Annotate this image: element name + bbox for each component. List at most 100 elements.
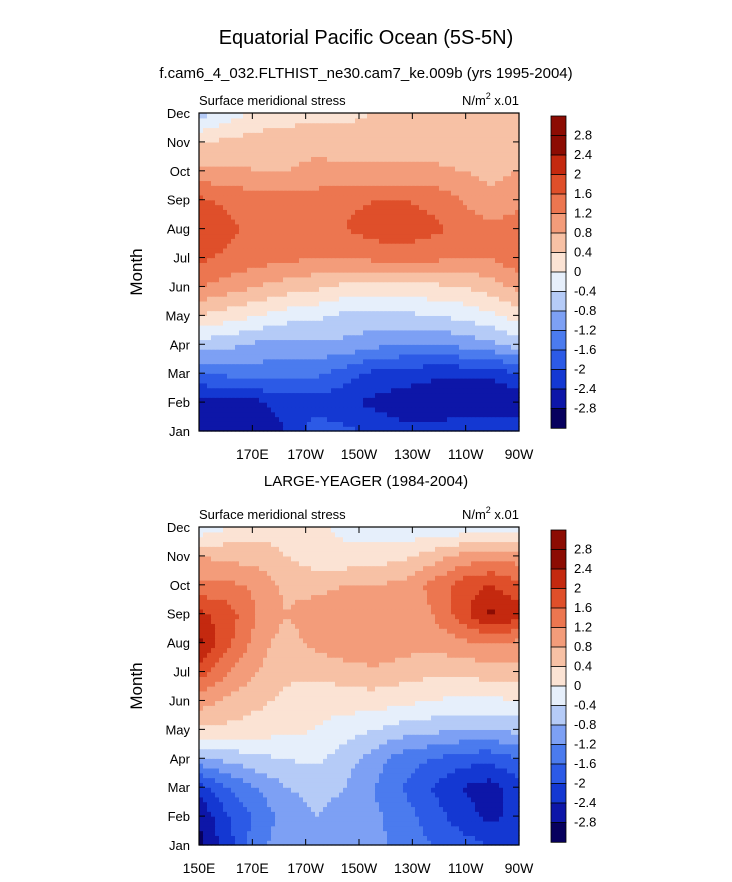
contour-cell — [223, 190, 228, 196]
contour-cell — [507, 146, 512, 153]
contour-cell — [487, 358, 492, 365]
contour-cell — [375, 204, 380, 210]
contour-cell — [331, 257, 336, 263]
contour-cell — [263, 156, 268, 162]
contour-cell — [439, 310, 444, 316]
contour-cell — [431, 247, 436, 254]
contour-cell — [451, 315, 456, 321]
contour-cell — [219, 127, 224, 133]
contour-cell — [347, 185, 352, 191]
contour-cell — [403, 223, 408, 230]
contour-cell — [307, 320, 312, 326]
contour-cell — [359, 315, 364, 321]
contour-cell — [203, 329, 208, 336]
contour-cell — [483, 397, 488, 403]
contour-cell — [499, 397, 504, 403]
contour-cell — [495, 180, 500, 186]
contour-cell — [391, 402, 396, 408]
contour-cell — [231, 247, 236, 254]
contour-cell — [319, 334, 324, 341]
contour-cell — [503, 209, 508, 215]
contour-cell — [467, 353, 472, 360]
contour-cell — [267, 214, 272, 220]
contour-cell — [387, 344, 392, 350]
contour-cell — [223, 358, 228, 365]
contour-cell — [291, 204, 296, 210]
contour-cell — [315, 185, 320, 191]
contour-cell — [247, 358, 252, 365]
contour-cell — [203, 166, 208, 172]
contour-cell — [515, 156, 520, 162]
contour-cell — [515, 214, 520, 220]
contour-cell — [403, 252, 408, 259]
contour-cell — [403, 334, 408, 341]
contour-cell — [419, 296, 424, 302]
contour-cell — [471, 421, 476, 427]
contour-cell — [343, 161, 348, 167]
contour-cell — [219, 325, 224, 331]
contour-cell — [359, 194, 364, 201]
contour-cell — [511, 194, 516, 201]
contour-cell — [251, 223, 256, 230]
contour-cell — [247, 315, 252, 321]
contour-cell — [307, 166, 312, 172]
contour-cell — [307, 267, 312, 273]
contour-cell — [367, 233, 372, 239]
contour-cell — [503, 141, 508, 148]
contour-cell — [475, 291, 480, 297]
contour-cell — [299, 329, 304, 336]
contour-cell — [243, 228, 248, 235]
contour-cell — [247, 286, 252, 292]
contour-cell — [243, 339, 248, 345]
contour-cell — [467, 247, 472, 254]
contour-cell — [259, 392, 264, 398]
contour-cell — [311, 170, 316, 177]
contour-cell — [459, 185, 464, 191]
contour-cell — [215, 368, 220, 374]
contour-cell — [479, 233, 484, 239]
contour-cell — [483, 272, 488, 278]
contour-cell — [311, 368, 316, 374]
contour-cell — [367, 281, 372, 288]
contour-cell — [415, 247, 420, 254]
contour-cell — [343, 368, 348, 374]
contour-cell — [479, 310, 484, 316]
contour-cell — [431, 228, 436, 235]
contour-cell — [351, 166, 356, 172]
contour-cell — [243, 406, 248, 413]
contour-cell — [387, 219, 392, 225]
contour-cell — [359, 272, 364, 278]
contour-cell — [247, 257, 252, 263]
contour-cell — [303, 411, 308, 418]
contour-cell — [463, 267, 468, 273]
contour-cell — [479, 262, 484, 268]
contour-cell — [419, 166, 424, 172]
contour-cell — [503, 344, 508, 350]
contour-cell — [327, 426, 332, 432]
contour-cell — [403, 180, 408, 186]
contour-cell — [387, 320, 392, 326]
contour-cell — [431, 329, 436, 336]
contour-cell — [367, 349, 372, 355]
contour-cell — [411, 219, 416, 225]
contour-cell — [495, 310, 500, 316]
contour-cell — [243, 127, 248, 133]
contour-cell — [311, 300, 316, 307]
contour-cell — [327, 252, 332, 259]
contour-cell — [343, 156, 348, 162]
contour-cell — [419, 320, 424, 326]
contour-cell — [359, 373, 364, 379]
contour-cell — [395, 141, 400, 148]
contour-cell — [451, 378, 456, 384]
contour-cell — [435, 190, 440, 196]
contour-cell — [267, 344, 272, 350]
contour-cell — [451, 243, 456, 249]
contour-cell — [363, 238, 368, 244]
contour-cell — [419, 416, 424, 422]
contour-cell — [283, 170, 288, 177]
contour-cell — [339, 228, 344, 235]
contour-cell — [399, 156, 404, 162]
contour-cell — [399, 392, 404, 398]
contour-cell — [307, 382, 312, 389]
contour-cell — [395, 262, 400, 268]
